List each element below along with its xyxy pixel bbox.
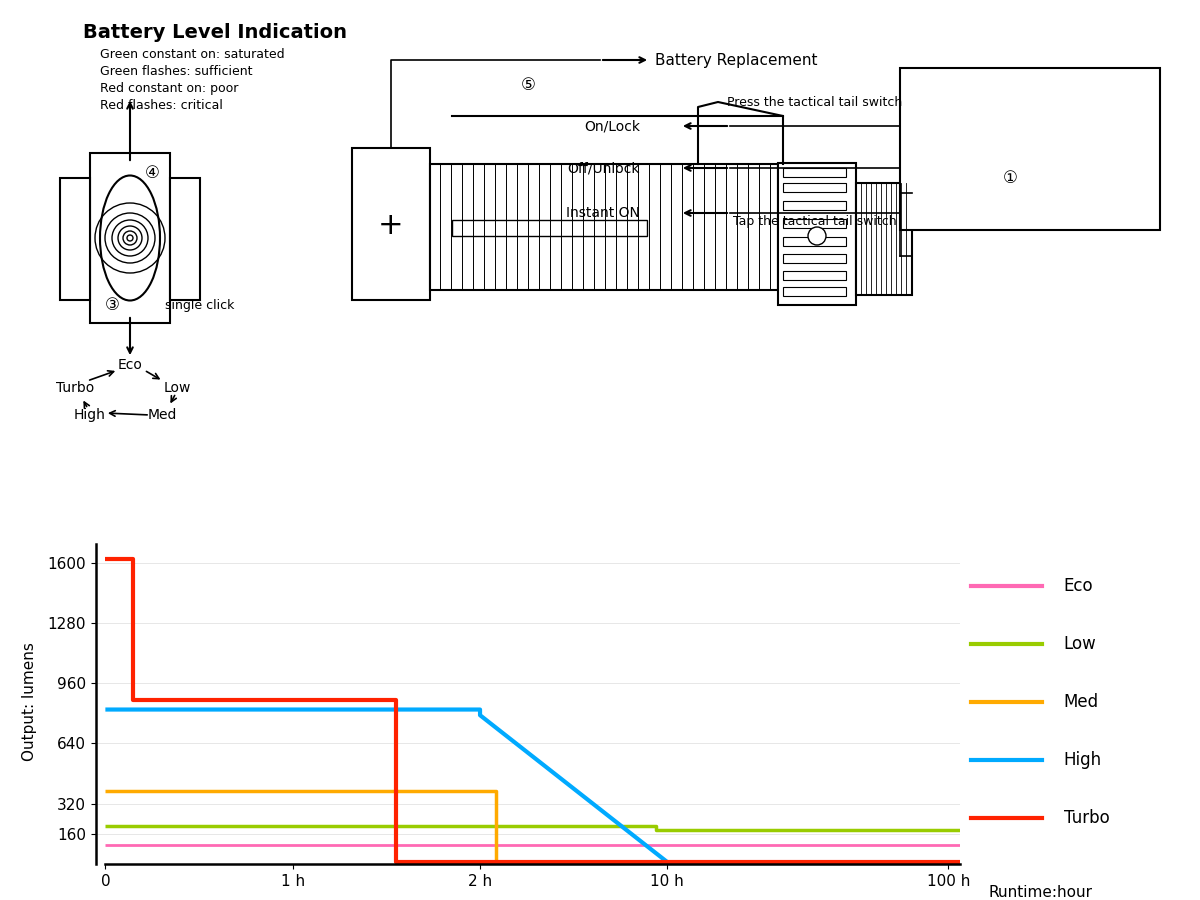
Text: Green flashes: sufficient: Green flashes: sufficient	[100, 65, 252, 78]
Text: ④: ④	[144, 164, 160, 182]
Text: On/Lock: On/Lock	[584, 119, 640, 133]
Text: ⑤: ⑤	[521, 76, 535, 94]
Text: ③: ③	[104, 296, 120, 314]
Text: Med: Med	[148, 408, 176, 422]
Text: Eco: Eco	[118, 358, 143, 372]
Text: Press the tactical tail switch: Press the tactical tail switch	[727, 96, 902, 110]
Bar	[784, 201, 846, 210]
Bar	[784, 287, 846, 296]
Text: Low: Low	[163, 381, 191, 395]
Bar	[784, 219, 846, 228]
Bar	[778, 163, 856, 305]
Text: Battery Level Indication: Battery Level Indication	[83, 23, 347, 42]
Text: Red constant on: poor: Red constant on: poor	[100, 82, 239, 95]
Bar	[60, 178, 90, 300]
Text: Med: Med	[1063, 693, 1099, 711]
Text: single click: single click	[166, 299, 234, 311]
Text: Battery Replacement: Battery Replacement	[655, 52, 817, 68]
Text: Green constant on: saturated: Green constant on: saturated	[100, 48, 284, 61]
Bar	[900, 68, 1160, 230]
Text: +: +	[378, 212, 404, 240]
Text: Runtime:hour: Runtime:hour	[988, 885, 1092, 900]
Bar	[430, 164, 778, 290]
Y-axis label: Output: lumens: Output: lumens	[22, 643, 36, 761]
Bar	[856, 183, 912, 295]
Text: ①: ①	[1002, 169, 1018, 187]
Bar	[784, 183, 846, 192]
Text: Turbo: Turbo	[1063, 809, 1110, 827]
Bar	[784, 168, 846, 177]
Bar	[784, 271, 846, 280]
Bar	[452, 220, 647, 236]
Bar	[784, 237, 846, 246]
Text: Instant ON: Instant ON	[566, 206, 640, 220]
Ellipse shape	[100, 176, 160, 301]
Bar	[170, 178, 200, 300]
Text: Tap the tactical tail switch: Tap the tactical tail switch	[733, 215, 896, 229]
Text: Eco: Eco	[1063, 577, 1093, 595]
Text: Turbo: Turbo	[56, 381, 94, 395]
Bar	[352, 148, 430, 300]
Text: Low: Low	[1063, 634, 1097, 652]
Bar	[90, 153, 170, 323]
Text: Off/Unlock: Off/Unlock	[568, 161, 640, 175]
Text: High: High	[1063, 752, 1102, 770]
Circle shape	[808, 227, 826, 245]
Text: Red flashes: critical: Red flashes: critical	[100, 99, 223, 112]
Text: High: High	[74, 408, 106, 422]
Bar	[784, 254, 846, 263]
